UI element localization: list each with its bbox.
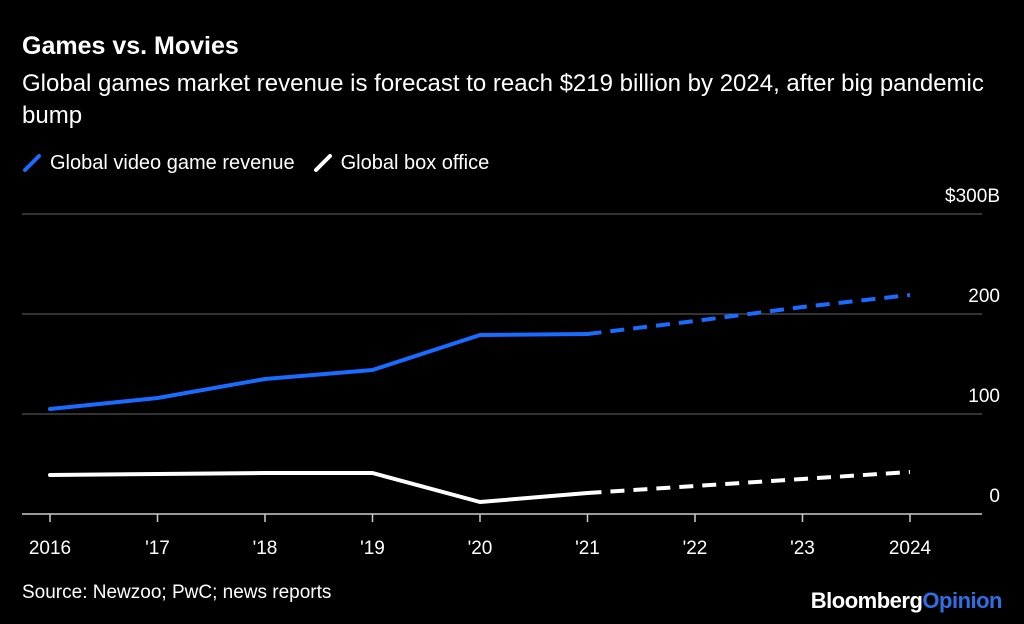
x-tick-label: '17: [145, 538, 170, 559]
legend: Global video game revenue Global box off…: [22, 150, 507, 176]
x-tick-label: '22: [683, 538, 708, 559]
chart-title: Games vs. Movies: [22, 32, 239, 60]
series-forecast-line-box-office: [587, 470, 911, 495]
y-axis-ticks: 0 100 200 $300B: [945, 186, 1000, 507]
gridlines: [22, 213, 982, 515]
legend-swatch-games: [23, 154, 41, 172]
series-lines: [48, 293, 911, 504]
x-tick-label: '20: [468, 538, 493, 559]
chart-subtitle: Global games market revenue is forecast …: [22, 70, 984, 129]
legend-label-games: Global video game revenue: [50, 151, 295, 174]
brand-logo-part1: Bloomberg: [810, 588, 923, 613]
y-tick-label: 0: [989, 486, 1000, 507]
legend-label-box-office: Global box office: [340, 151, 490, 174]
x-tick-label: 2016: [29, 538, 71, 559]
y-tick-label: 100: [968, 386, 1000, 407]
series-line-box-office: [48, 471, 590, 504]
legend-item-games: Global video game revenue: [22, 152, 295, 175]
y-tick-label: 200: [968, 286, 1000, 307]
series-forecast-line-games: [587, 293, 911, 336]
x-axis-ticks: 2016 '17 '18 '19 '20 '21 '22 '23 2024: [29, 514, 932, 559]
brand-logo-part2: Opinion: [922, 588, 1002, 613]
x-tick-label: '19: [360, 538, 385, 559]
x-tick-label: '21: [575, 538, 600, 559]
legend-swatch-box-office: [313, 154, 332, 172]
source-note: Source: Newzoo; PwC; news reports: [22, 582, 332, 603]
brand-logo: BloombergOpinion: [810, 588, 1003, 614]
x-tick-label: '18: [253, 538, 278, 559]
y-tick-label: $300B: [945, 186, 1000, 207]
series-line-games: [48, 332, 590, 411]
legend-item-box-office: Global box office: [313, 151, 490, 175]
x-tick-label: '23: [790, 538, 815, 559]
x-tick-label: 2024: [889, 538, 932, 559]
